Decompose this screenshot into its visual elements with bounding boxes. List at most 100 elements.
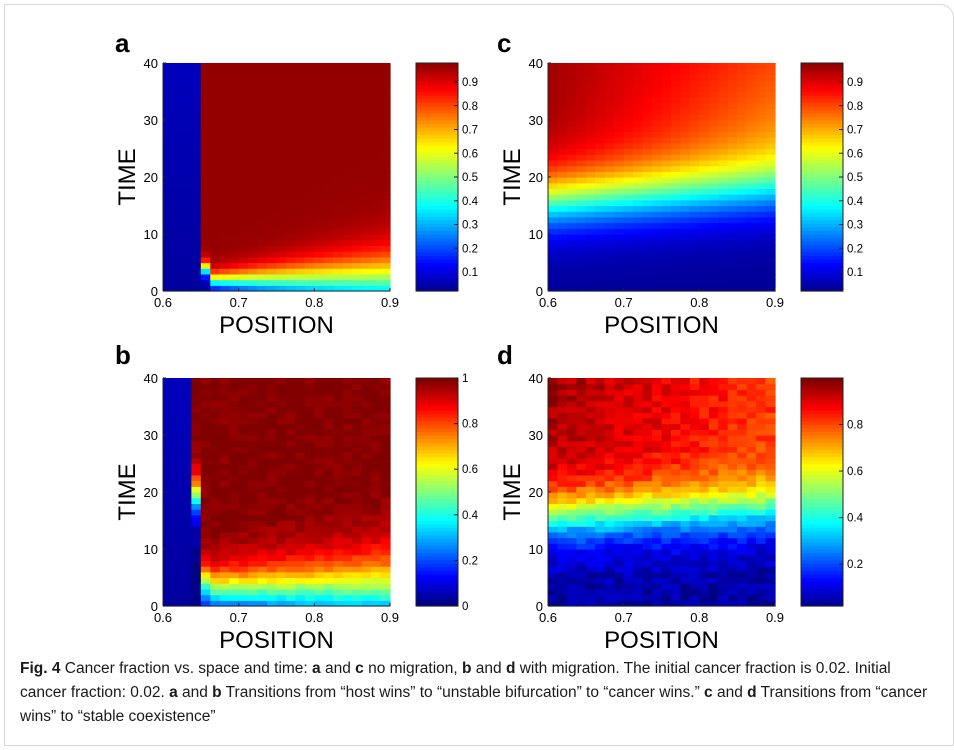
heatmap-cell <box>652 486 663 493</box>
heatmap-cell <box>576 531 587 539</box>
heatmap-cell <box>172 435 183 442</box>
heatmap-cell <box>576 417 587 425</box>
heatmap-cell <box>746 194 757 201</box>
heatmap-cell <box>238 165 249 172</box>
heatmap-cell <box>604 279 615 286</box>
heatmap-cell <box>718 457 729 465</box>
heatmap-cell <box>576 571 587 579</box>
heatmap-cell <box>661 85 672 93</box>
heatmap-cell <box>756 125 767 132</box>
heatmap-cell <box>163 171 174 178</box>
heatmap-cell <box>623 588 634 596</box>
heatmap-cell <box>633 509 644 516</box>
heatmap-cell <box>248 600 259 607</box>
heatmap-cell <box>229 228 240 235</box>
heatmap-cell <box>257 440 268 447</box>
heatmap-cell <box>285 205 297 212</box>
heatmap-cell <box>566 400 577 408</box>
heatmap-cell <box>727 417 738 425</box>
heatmap-cell <box>718 222 729 229</box>
heatmap-cell <box>718 262 729 269</box>
heatmap-cell <box>342 520 353 527</box>
heatmap-cell <box>314 474 325 482</box>
heatmap-cell <box>238 177 249 184</box>
colorbar-tick-label: 0.1 <box>462 267 478 279</box>
heatmap-cell <box>200 417 211 425</box>
heatmap-cell <box>238 474 249 482</box>
heatmap-cell <box>566 588 577 596</box>
heatmap-cell <box>765 63 776 70</box>
heatmap-cell <box>737 412 748 419</box>
heatmap-cell <box>595 412 606 419</box>
heatmap-cell <box>295 549 306 556</box>
heatmap-cell <box>585 457 596 465</box>
heatmap-cell <box>680 211 691 218</box>
heatmap-cell <box>557 520 568 527</box>
heatmap-cell <box>548 262 559 269</box>
heatmap-cell <box>595 171 606 178</box>
heatmap-cell <box>661 102 672 110</box>
heatmap-cell <box>238 171 249 178</box>
heatmap-cell <box>765 108 776 115</box>
heatmap-cell <box>333 182 344 189</box>
heatmap-cell <box>295 114 306 121</box>
colorbar-swatch <box>801 102 843 107</box>
heatmap-cell <box>689 273 700 281</box>
heatmap-cell <box>219 194 230 201</box>
heatmap-cell <box>323 234 334 241</box>
heatmap-cell <box>238 251 249 258</box>
heatmap-cell <box>257 91 268 98</box>
colorbar-swatch <box>801 152 843 157</box>
heatmap-cell <box>652 560 663 567</box>
heatmap-cell <box>342 383 353 390</box>
heatmap-cell <box>295 509 306 516</box>
heatmap-cell <box>276 480 287 487</box>
heatmap-cell <box>633 400 644 408</box>
heatmap-cell <box>257 423 268 430</box>
heatmap-cell <box>210 543 221 550</box>
heatmap-cell <box>652 600 663 607</box>
heatmap-cell <box>257 497 268 504</box>
heatmap-cell <box>191 114 202 121</box>
heatmap-cell <box>699 85 710 93</box>
heatmap-cell <box>229 395 240 402</box>
heatmap-cell <box>566 114 577 121</box>
caption-panel-ref: d <box>747 684 757 701</box>
heatmap-cell <box>689 194 700 201</box>
heatmap-cell <box>267 543 278 550</box>
heatmap-cell <box>295 205 306 212</box>
heatmap-cell <box>371 571 382 579</box>
heatmap-cell <box>352 435 363 442</box>
heatmap-cell <box>585 383 596 390</box>
heatmap-cell <box>585 531 596 539</box>
colorbar-swatch <box>801 95 843 100</box>
heatmap-cell <box>756 85 767 93</box>
heatmap-cell <box>689 486 700 493</box>
heatmap-cell <box>708 154 719 161</box>
heatmap-cell <box>595 63 606 70</box>
heatmap-cell <box>163 417 174 425</box>
heatmap-cell <box>380 503 391 510</box>
heatmap-cell <box>248 560 259 567</box>
heatmap-cell <box>623 273 634 281</box>
heatmap-cell <box>623 395 634 402</box>
heatmap-cell <box>642 216 653 224</box>
heatmap-cell <box>304 417 315 425</box>
heatmap-cell <box>238 222 249 229</box>
heatmap-cell <box>352 560 363 567</box>
heatmap-cell <box>352 588 363 596</box>
colorbar-swatch <box>416 395 458 400</box>
heatmap-cell <box>380 125 391 132</box>
heatmap-cell <box>727 131 738 138</box>
heatmap-cell <box>765 120 776 127</box>
heatmap-cell <box>557 486 568 493</box>
heatmap-cell <box>342 412 353 419</box>
heatmap-cell <box>267 497 278 504</box>
heatmap-cell <box>737 583 748 590</box>
heatmap-cell <box>604 588 615 596</box>
heatmap-cell <box>661 131 672 138</box>
heatmap-cell <box>595 131 606 138</box>
heatmap-cell <box>680 395 691 402</box>
heatmap-cell <box>276 446 287 453</box>
heatmap-cell <box>623 108 634 115</box>
